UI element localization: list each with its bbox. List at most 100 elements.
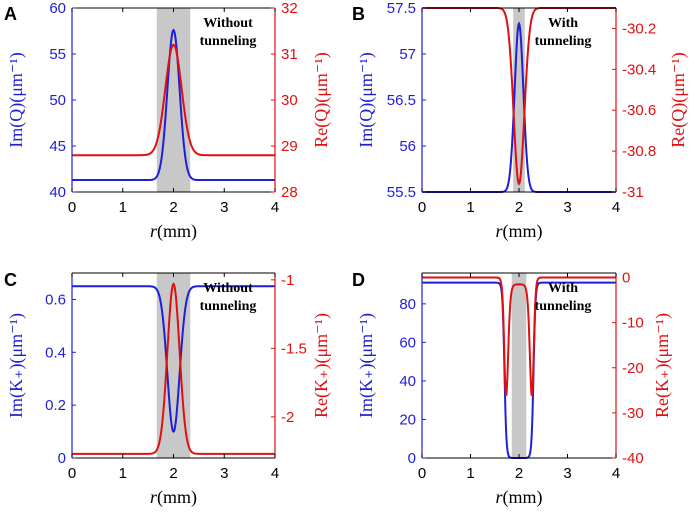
annotation-line: tunneling bbox=[535, 34, 592, 49]
x-tick-label: 0 bbox=[68, 199, 76, 216]
y-tick-label-right: -30.8 bbox=[622, 143, 656, 160]
x-tick-label: 2 bbox=[515, 199, 523, 216]
x-axis-unit: (mm) bbox=[503, 487, 543, 508]
annotation-line: tunneling bbox=[535, 299, 592, 314]
shaded-region bbox=[156, 8, 191, 192]
annotation: Without tunneling bbox=[200, 16, 257, 49]
x-tick-label: 3 bbox=[220, 199, 228, 216]
y-axis-label-right: Re(K₊)(μm⁻¹) bbox=[311, 313, 332, 418]
x-tick-label: 3 bbox=[220, 465, 228, 482]
y-tick-label-right: 0 bbox=[622, 270, 630, 287]
y-tick-label-left: 45 bbox=[49, 138, 66, 155]
y-axis-label-right: Re(K₊)(μm⁻¹) bbox=[652, 313, 673, 418]
annotation-line: tunneling bbox=[200, 299, 257, 314]
x-tick-label: 1 bbox=[119, 465, 127, 482]
series-line-re bbox=[72, 282, 275, 455]
x-tick-label: 4 bbox=[612, 199, 620, 216]
panel-d: 0 1 2 3 4020406080-40-30-20-100r(mm)Im(K₊)(μ… bbox=[352, 270, 673, 508]
y-tick-label-left: 56 bbox=[399, 138, 416, 155]
x-axis-var: r bbox=[495, 487, 503, 507]
y-axis-label-left: Im(K₊)(μm⁻¹) bbox=[356, 313, 377, 418]
panel-a: 0 1 2 3 4 40 45 50 55 60 28 29 30 31 32 r(mm) Im(Q)(μm⁻¹… bbox=[4, 0, 332, 242]
y-tick-label-right: -1 bbox=[281, 272, 294, 289]
y-tick-label-right: 30 bbox=[281, 92, 298, 109]
y-axis-label-right: Re(Q)(μm⁻¹) bbox=[311, 52, 332, 148]
series-line-re bbox=[422, 276, 616, 397]
series-line-im bbox=[72, 285, 275, 433]
x-tick-label: 1 bbox=[466, 199, 474, 216]
y-axis-label-left: Im(Q)(μm⁻¹) bbox=[356, 52, 377, 148]
x-axis-unit: (mm) bbox=[157, 221, 197, 242]
y-tick-label-right: -2 bbox=[281, 409, 294, 426]
y-tick-label-right: -30 bbox=[622, 405, 644, 422]
x-axis-label: r(mm) bbox=[150, 221, 197, 242]
y-tick-label-left: 0.2 bbox=[45, 397, 66, 414]
y-tick-label-right: -30.6 bbox=[622, 102, 656, 119]
y-tick-label-left: 60 bbox=[49, 0, 66, 17]
annotation-line: With bbox=[548, 16, 578, 31]
y-tick-label-left: 0 bbox=[408, 450, 416, 467]
y-tick-label-left: 0.4 bbox=[45, 344, 66, 361]
x-tick-label: 1 bbox=[119, 199, 127, 216]
y-tick-label-right: 32 bbox=[281, 0, 298, 17]
x-axis-var: r bbox=[150, 487, 158, 507]
x-tick-label: 4 bbox=[271, 465, 279, 482]
y-tick-label-left: 40 bbox=[49, 184, 66, 201]
y-axis-label-left: Im(Q)(μm⁻¹) bbox=[6, 52, 27, 148]
x-tick-label: 2 bbox=[515, 465, 523, 482]
y-tick-label-right: -30.4 bbox=[622, 61, 656, 78]
x-axis-var: r bbox=[150, 221, 158, 241]
y-tick-label-left: 50 bbox=[49, 92, 66, 109]
panel-letter: A bbox=[4, 4, 17, 24]
x-tick-label: 1 bbox=[466, 465, 474, 482]
panel-c: 0 1 2 3 4 0 0.2 0.4 0.6 -2 -1.5 -1 r(mm) Im(K₊)(μm⁻¹)… bbox=[4, 270, 332, 508]
x-axis-label: r(mm) bbox=[150, 487, 197, 508]
y-tick-label-left: 0.6 bbox=[45, 291, 66, 308]
annotation: With tunneling bbox=[535, 281, 592, 314]
x-axis-unit: (mm) bbox=[503, 221, 543, 242]
annotation: With tunneling bbox=[535, 16, 592, 49]
x-axis-var: r bbox=[495, 221, 503, 241]
y-tick-label-right: 29 bbox=[281, 138, 298, 155]
y-axis-label-right: Re(Q)(μm⁻¹) bbox=[668, 52, 689, 148]
shaded-region bbox=[513, 8, 525, 192]
series-line-im bbox=[72, 28, 275, 182]
y-tick-label-left: 40 bbox=[399, 373, 416, 390]
x-tick-label: 0 bbox=[68, 465, 76, 482]
panel-letter: B bbox=[352, 4, 365, 24]
annotation-line: Without bbox=[203, 16, 253, 31]
x-tick-label: 3 bbox=[563, 199, 571, 216]
panel-letter: D bbox=[352, 270, 365, 290]
y-tick-label-left: 55.5 bbox=[387, 184, 416, 201]
y-tick-label-right: -10 bbox=[622, 315, 644, 332]
y-tick-label-right: -40 bbox=[622, 450, 644, 467]
y-tick-label-left: 60 bbox=[399, 334, 416, 351]
y-tick-label-left: 57 bbox=[399, 46, 416, 63]
x-tick-label: 4 bbox=[612, 465, 620, 482]
y-tick-label-right: 28 bbox=[281, 184, 298, 201]
x-tick-label: 0 bbox=[418, 199, 426, 216]
shaded-region bbox=[511, 273, 527, 458]
annotation-line: With bbox=[548, 281, 578, 296]
panel-b: 0 1 2 3 4 55.5 56 56.5 57 57.5 -31 -30.8 -30.6 -30.4 -… bbox=[352, 0, 689, 242]
panel-letter: C bbox=[4, 270, 17, 290]
y-tick-label-right: -20 bbox=[622, 360, 644, 377]
x-axis-label: r(mm) bbox=[495, 487, 542, 508]
y-tick-label-left: 55 bbox=[49, 46, 66, 63]
series-line-re bbox=[72, 43, 275, 157]
y-tick-label-right: -31 bbox=[622, 184, 644, 201]
y-tick-label-left: 0 bbox=[58, 450, 66, 467]
x-axis-unit: (mm) bbox=[157, 487, 197, 508]
x-tick-label: 3 bbox=[563, 465, 571, 482]
y-tick-label-left: 56.5 bbox=[387, 92, 416, 109]
x-tick-label: 4 bbox=[271, 199, 279, 216]
x-tick-label: 0 bbox=[418, 465, 426, 482]
x-tick-label: 2 bbox=[169, 199, 177, 216]
annotation: Without tunneling bbox=[200, 281, 257, 314]
y-tick-label-left: 57.5 bbox=[387, 0, 416, 17]
x-axis-label: r(mm) bbox=[495, 221, 542, 242]
y-tick-label-right: -30.2 bbox=[622, 20, 656, 37]
x-tick-label: 2 bbox=[169, 465, 177, 482]
y-tick-label-left: 20 bbox=[399, 411, 416, 428]
y-axis-label-left: Im(K₊)(μm⁻¹) bbox=[6, 313, 27, 418]
